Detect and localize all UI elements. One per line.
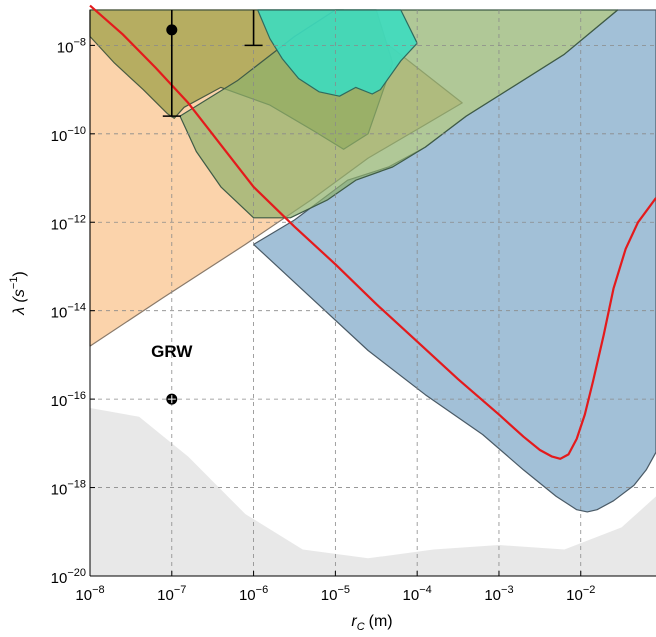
x-axis-label-unit: (m) (369, 613, 393, 630)
y-tick-label: 10−18 (51, 479, 86, 499)
y-tick-exp: −16 (67, 390, 86, 402)
grid (90, 10, 656, 576)
y-tick-exp: −14 (67, 302, 86, 314)
y-axis-label-sup: −1 (8, 277, 20, 290)
y-axis-label-main: λ (s (11, 289, 28, 316)
y-tick-base: 10 (51, 482, 68, 499)
error-point (166, 24, 178, 36)
y-tick-label: 10−14 (51, 302, 86, 322)
x-ticks: 10−8 10−7 10−6 10−5 10−4 10−3 10−2 (75, 571, 595, 604)
grw-label: GRW (151, 342, 193, 361)
y-tick-label: 10−20 (51, 567, 86, 587)
y-axis-label-close: ) (11, 271, 28, 276)
x-tick-base: 10 (566, 587, 583, 604)
y-tick-label: 10−12 (51, 213, 86, 233)
x-tick-exp: −7 (174, 584, 187, 596)
region-grey (90, 408, 656, 576)
axes (89, 10, 656, 577)
x-tick-base: 10 (484, 587, 501, 604)
x-tick-exp: −4 (419, 584, 432, 596)
y-tick-base: 10 (51, 393, 68, 410)
y-tick-exp: −10 (67, 125, 86, 137)
x-tick-label: 10−7 (157, 584, 186, 604)
x-tick-base: 10 (321, 587, 338, 604)
y-tick-exp: −12 (67, 213, 86, 225)
y-tick-exp: −20 (67, 567, 86, 579)
y-tick-exp: −8 (73, 36, 86, 48)
y-tick-label: 10−16 (51, 390, 86, 410)
y-tick-base: 10 (51, 305, 68, 322)
x-axis-label: rC (m) (351, 613, 392, 633)
x-tick-exp: −2 (583, 584, 596, 596)
y-tick-label: 10−10 (51, 125, 86, 145)
x-axis-label-main: r (351, 613, 357, 630)
x-tick-exp: −8 (92, 584, 105, 596)
x-tick-label: 10−2 (566, 584, 595, 604)
y-tick-label: 10−8 (57, 36, 86, 56)
y-tick-exp: −18 (67, 479, 86, 491)
x-tick-exp: −6 (256, 584, 269, 596)
x-tick-label: 10−6 (239, 584, 268, 604)
x-tick-exp: −5 (337, 584, 350, 596)
x-tick-label: 10−5 (321, 584, 350, 604)
y-tick-base: 10 (57, 39, 74, 56)
x-tick-label: 10−3 (484, 584, 513, 604)
markers (162, 10, 263, 405)
regions (89, 9, 656, 576)
x-tick-label: 10−8 (75, 584, 104, 604)
y-tick-base: 10 (51, 128, 68, 145)
x-tick-base: 10 (75, 587, 92, 604)
y-tick-base: 10 (51, 570, 68, 587)
red-curve-layer (89, 4, 656, 460)
x-tick-base: 10 (403, 587, 420, 604)
x-tick-label: 10−4 (403, 584, 432, 604)
red-curve (89, 4, 656, 460)
y-axis-label: λ (s−1) (8, 271, 28, 316)
y-tick-base: 10 (51, 216, 68, 233)
x-axis-label-sub: C (357, 621, 365, 633)
x-tick-base: 10 (239, 587, 256, 604)
x-tick-exp: −3 (501, 584, 514, 596)
x-tick-base: 10 (157, 587, 174, 604)
